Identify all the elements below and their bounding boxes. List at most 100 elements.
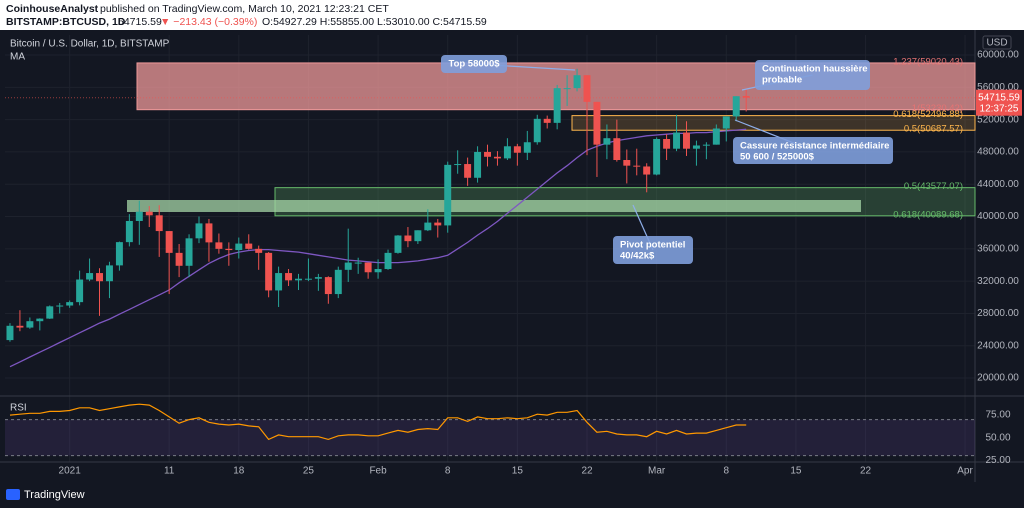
author: CoinhouseAnalyst	[6, 3, 99, 15]
intermediate-zone	[571, 115, 976, 131]
candle-body	[26, 321, 34, 328]
candle-body	[275, 273, 283, 291]
candle-body	[732, 96, 740, 117]
x-tick-label: 8	[724, 466, 730, 477]
price-label: 54715.59	[978, 92, 1020, 103]
callout-text: probable	[762, 75, 802, 86]
candle-body	[464, 164, 472, 178]
x-tick-label: 25	[303, 466, 315, 477]
price: 54715.59	[118, 16, 162, 28]
y-tick-label: 28000.00	[977, 308, 1019, 319]
chart-title: Bitcoin / U.S. Dollar, 1D, BITSTAMP	[10, 39, 170, 50]
candle-body	[66, 302, 74, 306]
x-tick-label: Feb	[369, 466, 387, 477]
x-tick-label: 8	[445, 466, 451, 477]
candle-body	[414, 230, 422, 242]
candle-body	[643, 166, 651, 175]
footer-bar	[0, 482, 1024, 508]
header-bar	[0, 0, 1024, 30]
candle-body	[96, 273, 103, 282]
candle-body	[722, 116, 730, 129]
candle-body	[593, 101, 601, 145]
candle-body	[543, 118, 551, 123]
x-tick-label: 22	[581, 466, 593, 477]
candle-body	[603, 138, 611, 145]
candle-body	[304, 278, 312, 280]
candle-body	[533, 118, 541, 143]
candle-body	[384, 252, 392, 270]
ma-label: MA	[10, 52, 25, 63]
candle-body	[633, 165, 641, 167]
countdown: 12:37:25	[980, 103, 1019, 114]
candle-body	[712, 128, 720, 145]
y-tick-label: 20000.00	[977, 373, 1019, 384]
candle-body	[702, 144, 710, 146]
callout-text: Cassure résistance intermédiaire	[740, 141, 889, 152]
candle-body	[255, 248, 263, 253]
candle-body	[404, 235, 412, 242]
candle-body	[175, 252, 183, 266]
candle-body	[394, 235, 402, 253]
candle-body	[653, 139, 661, 175]
brand: TradingView	[24, 489, 85, 501]
change: ▼ −213.43 (−0.39%)	[160, 16, 257, 28]
x-tick-label: 15	[512, 466, 524, 477]
candle-body	[474, 151, 482, 178]
candle-body	[364, 262, 372, 273]
y-tick-label: 60000.00	[977, 50, 1019, 61]
currency: USD	[986, 38, 1007, 49]
plot: 2021 11 18 25 Feb 8 15 22 Mar 8 15 22 Apr 20000.00 240…	[0, 30, 1024, 482]
rsi-label: RSI	[10, 403, 27, 414]
candle-body	[374, 269, 382, 273]
callout	[441, 55, 507, 73]
candle-body	[56, 305, 64, 307]
x-tick-label: 11	[164, 466, 175, 477]
callout	[613, 236, 693, 264]
candle-body	[673, 132, 681, 149]
candle-body	[563, 88, 571, 90]
candle-body	[503, 146, 511, 159]
rsi-tick-label: 50.00	[985, 432, 1010, 443]
y-tick-label: 48000.00	[977, 147, 1019, 158]
candle-body	[493, 156, 501, 159]
candle-body	[285, 273, 293, 281]
callout	[733, 137, 893, 164]
candle-body	[115, 242, 123, 266]
candle-body	[344, 262, 352, 270]
candle-body	[523, 142, 531, 153]
candle-body	[573, 75, 581, 89]
candle-body	[444, 164, 452, 226]
candle-body	[454, 164, 462, 166]
fib-label: 0.618(40089.68)	[893, 209, 963, 220]
fib-label: 1(53230.42)	[912, 103, 963, 114]
published: published on TradingView.com, March 10, …	[100, 3, 389, 15]
rsi-tick-label: 25.00	[985, 455, 1010, 466]
x-tick-label: 2021	[59, 466, 82, 477]
candle-body	[513, 146, 521, 153]
candle-body	[105, 265, 113, 282]
candle-body	[145, 211, 153, 216]
callout-text: 40/42k$	[620, 251, 655, 262]
candle-body	[683, 132, 690, 149]
candle-body	[225, 248, 233, 251]
y-tick-label: 56000.00	[977, 82, 1019, 93]
candle-body	[424, 222, 432, 231]
pivot-marker	[127, 200, 861, 212]
candle-body	[205, 223, 213, 243]
candle-body	[583, 75, 591, 102]
fib-label: 1.237(59020.43)	[893, 56, 963, 67]
fib-label: 0.5(50687.57)	[904, 124, 963, 135]
candle-body	[155, 215, 163, 232]
callout	[755, 60, 870, 90]
callout-text: Pivot potentiel	[620, 240, 685, 251]
callout-text: Continuation haussière	[762, 64, 868, 75]
logo	[6, 489, 20, 500]
rsi-tick-label: 75.00	[985, 410, 1010, 421]
y-tick-label: 52000.00	[977, 114, 1019, 125]
candle-body	[135, 211, 143, 221]
price-box	[976, 89, 1022, 116]
candle-body	[235, 243, 243, 251]
x-tick-label: Apr	[957, 466, 973, 477]
x-tick-label: 22	[860, 466, 872, 477]
candle-body	[16, 325, 24, 328]
